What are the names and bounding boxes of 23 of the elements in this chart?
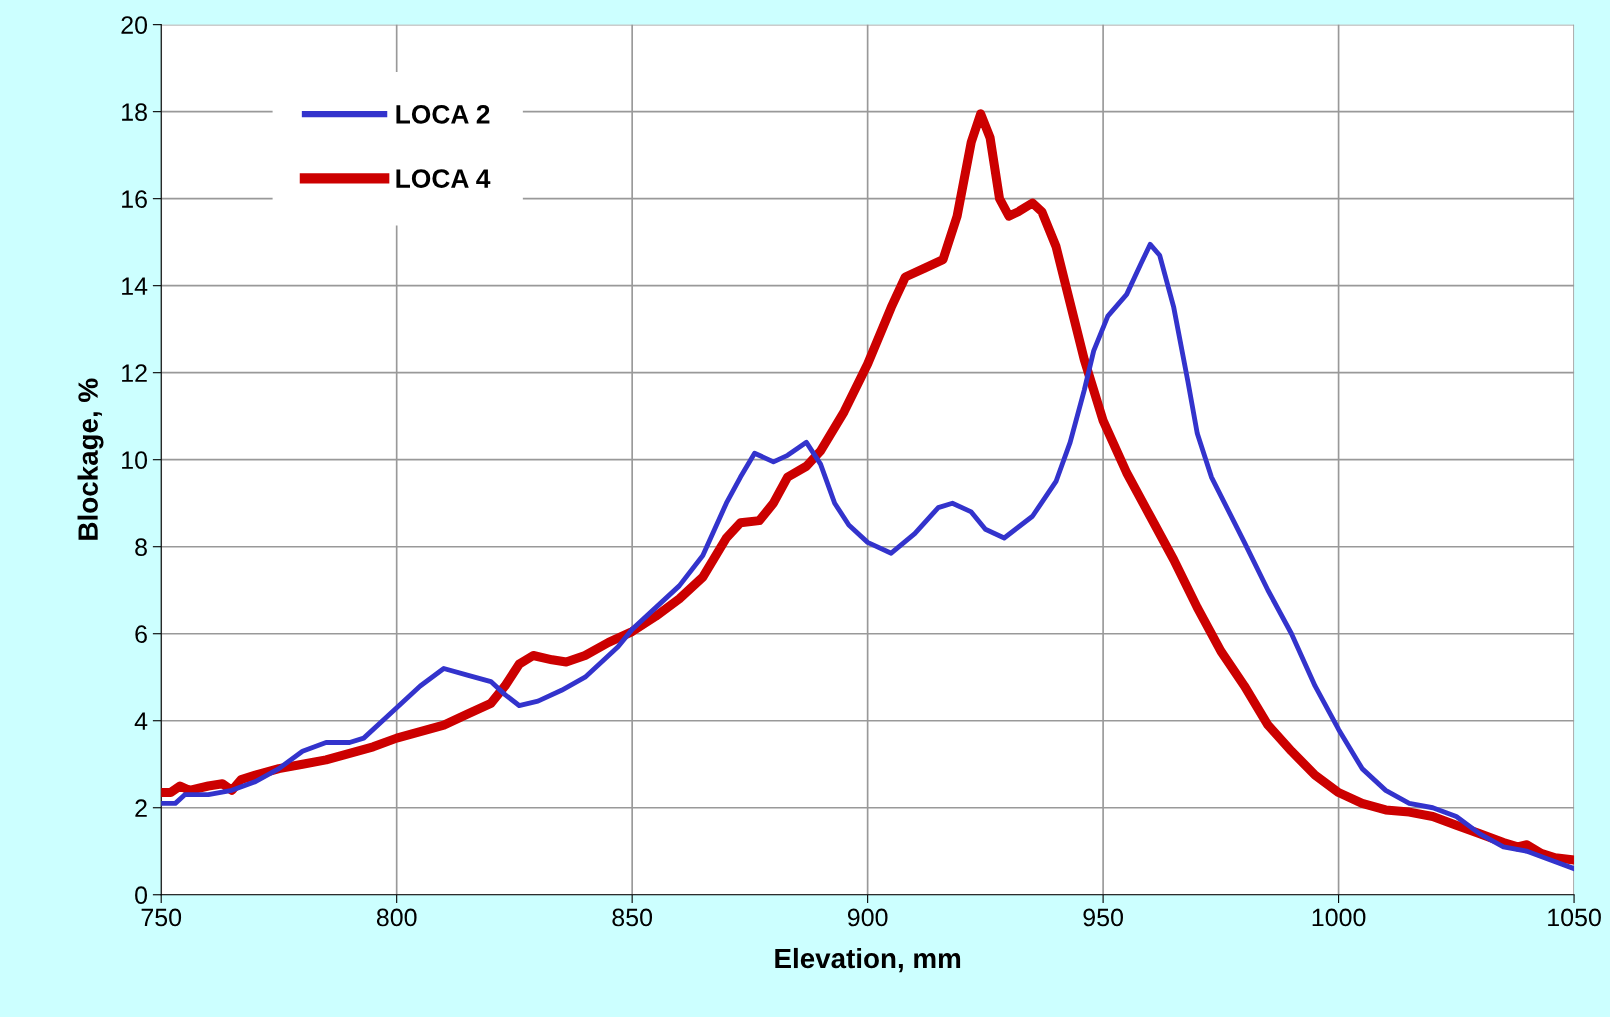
y-tick-label: 0 bbox=[135, 886, 148, 905]
y-tick-label: 12 bbox=[122, 364, 147, 382]
x-tick-label: 800 bbox=[376, 908, 417, 927]
y-tick-label: 18 bbox=[122, 103, 147, 121]
legend-label: LOCA 2 bbox=[396, 105, 490, 124]
x-tick-label: 900 bbox=[847, 908, 888, 927]
x-tick-label: 1050 bbox=[1548, 908, 1601, 927]
x-tick-label: 850 bbox=[612, 908, 653, 927]
y-tick-label: 2 bbox=[135, 799, 147, 817]
y-tick-label: 16 bbox=[122, 190, 147, 208]
x-axis-title: Elevation, mm bbox=[775, 947, 961, 973]
y-tick-label: 8 bbox=[135, 538, 147, 557]
y-axis-title: Blockage, % bbox=[77, 378, 104, 540]
line-series bbox=[161, 241, 1575, 872]
x-tick-label: 1000 bbox=[1312, 908, 1366, 927]
legend-label: LOCA 4 bbox=[396, 169, 491, 188]
y-tick-label: 10 bbox=[122, 451, 148, 470]
y-tick-label: 4 bbox=[134, 712, 148, 730]
y-tick-label: 20 bbox=[121, 16, 148, 34]
x-tick-label: 750 bbox=[141, 908, 182, 927]
y-tick-label: 14 bbox=[122, 277, 148, 295]
x-tick-label: 950 bbox=[1083, 908, 1123, 927]
y-tick-label: 6 bbox=[135, 625, 147, 644]
